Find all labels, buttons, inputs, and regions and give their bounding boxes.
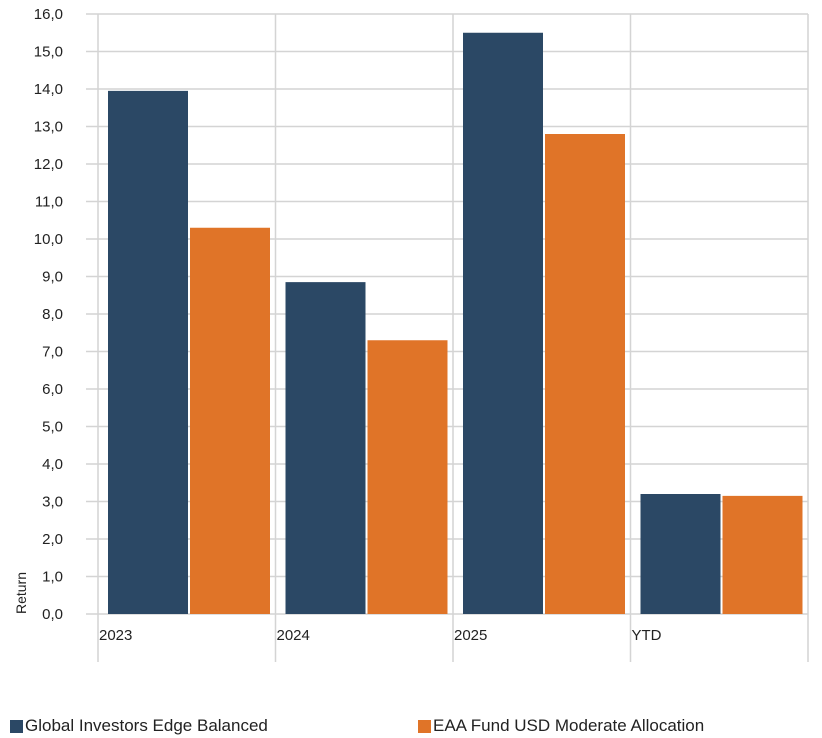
bar-2023-series-1 xyxy=(108,90,188,614)
bar-ytd-series-1 xyxy=(640,494,721,614)
y-tick-label: 3,0 xyxy=(42,494,63,511)
y-tick-label: 8,0 xyxy=(42,306,63,323)
y-tick-label: 6,0 xyxy=(42,381,63,398)
legend: Global Investors Edge Balanced EAA Fund … xyxy=(10,716,810,738)
y-tick-label: 5,0 xyxy=(42,419,63,436)
y-tick-label: 10,0 xyxy=(34,231,63,248)
legend-swatch-series-2 xyxy=(418,719,431,733)
legend-label-series-2: EAA Fund USD Moderate Allocation xyxy=(433,716,705,735)
x-category-label: 2025 xyxy=(454,627,487,644)
y-tick-label: 13,0 xyxy=(34,119,63,136)
y-tick-label: 7,0 xyxy=(42,344,63,361)
y-tick-label: 1,0 xyxy=(42,569,63,586)
y-tick-label: 2,0 xyxy=(42,531,63,548)
bars xyxy=(108,32,803,614)
bar-chart: 0,0 1,0 2,0 3,0 4,0 5,0 6,0 7,0 8,0 9,0 10,0 11,0 12… xyxy=(13,6,809,662)
y-tick-label: 14,0 xyxy=(34,81,63,98)
y-tick-label: 15,0 xyxy=(34,44,63,61)
y-tick-label: 9,0 xyxy=(42,269,63,286)
y-tick-label: 12,0 xyxy=(34,156,63,173)
x-category-label: YTD xyxy=(632,627,662,644)
y-tick-label: 4,0 xyxy=(42,456,63,473)
x-category-label: 2023 xyxy=(99,627,132,644)
bar-2023-series-2 xyxy=(190,227,270,614)
bar-2025-series-2 xyxy=(545,134,625,614)
y-tick-label: 11,0 xyxy=(35,194,63,211)
legend-item-series-1: Global Investors Edge Balanced xyxy=(10,716,268,736)
y-tick-label: 0,0 xyxy=(42,606,63,623)
y-axis-title: Return xyxy=(13,572,29,614)
legend-label-series-1: Global Investors Edge Balanced xyxy=(25,716,268,735)
x-category-label: 2024 xyxy=(277,627,310,644)
bar-2024-series-2 xyxy=(367,340,448,614)
legend-swatch-series-1 xyxy=(10,719,23,733)
x-axis: 2023 2024 2025 YTD xyxy=(99,627,662,644)
y-tick-label: 16,0 xyxy=(34,6,63,23)
bar-2025-series-1 xyxy=(463,32,543,614)
bar-ytd-series-2 xyxy=(722,495,803,614)
y-axis: 0,0 1,0 2,0 3,0 4,0 5,0 6,0 7,0 8,0 9,0 10,0 11,0 12… xyxy=(34,6,63,623)
bar-2024-series-1 xyxy=(285,282,366,614)
legend-item-series-2: EAA Fund USD Moderate Allocation xyxy=(418,716,704,736)
